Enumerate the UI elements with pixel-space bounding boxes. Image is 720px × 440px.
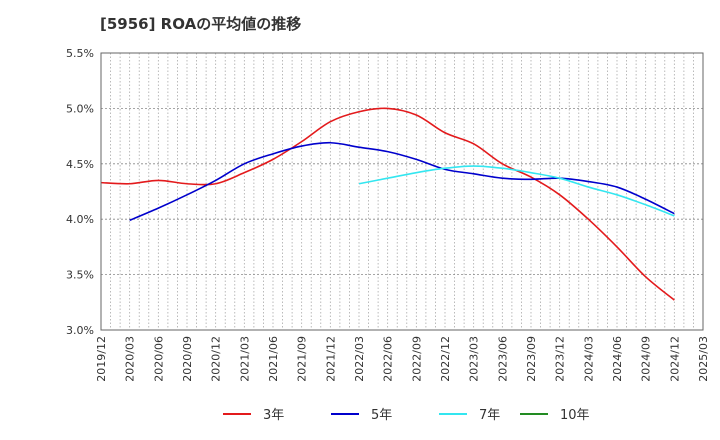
x-axis: 2019/12 2020/03 2020/06 2020/09 2020/12 2021/… <box>95 336 710 382</box>
x-tick-label: 2023/06 <box>496 336 509 382</box>
plot-border <box>100 52 704 331</box>
x-tick-label: 2024/06 <box>611 336 624 382</box>
legend-label-2: 5年 <box>371 408 392 423</box>
x-tick-label: 2019/12 <box>95 336 108 382</box>
x-tick-label: 2020/12 <box>210 336 223 382</box>
x-tick-label: 2022/09 <box>410 336 423 382</box>
legend-label-4: 10年 <box>560 408 590 423</box>
x-tick-label: 2020/09 <box>181 336 194 382</box>
legend: 3年 5年 7年 10年 <box>223 408 590 423</box>
x-tick-label: 2024/03 <box>582 336 595 382</box>
x-tick-label: 2021/09 <box>296 336 309 382</box>
series-layer <box>100 107 675 301</box>
x-tick-label: 2022/12 <box>439 336 452 382</box>
x-tick-label: 2023/09 <box>525 336 538 382</box>
x-tick-label: 2024/12 <box>668 336 681 382</box>
x-tick-label: 2023/03 <box>468 336 481 382</box>
y-tick-label: 3.0% <box>66 324 94 337</box>
series-line-3 <box>358 165 675 217</box>
legend-label-1: 3年 <box>263 408 284 423</box>
x-tick-label: 2024/09 <box>640 336 653 382</box>
series-line-2 <box>129 141 675 222</box>
x-tick-label: 2020/03 <box>124 336 137 382</box>
x-tick-label: 2020/06 <box>152 336 165 382</box>
y-tick-label: 5.0% <box>66 102 94 115</box>
x-tick-label: 2021/03 <box>238 336 251 382</box>
chart-title: [5956] ROAの平均値の推移 <box>100 15 302 33</box>
legend-label-3: 7年 <box>479 408 500 423</box>
x-tick-label: 2022/06 <box>382 336 395 382</box>
x-tick-label: 2025/03 <box>697 336 710 382</box>
y-axis: 3.0% 3.5% 4.0% 4.5% 5.0% 5.5% <box>66 47 94 337</box>
grid <box>100 52 704 331</box>
y-tick-label: 3.5% <box>66 269 94 282</box>
y-tick-label: 4.0% <box>66 213 94 226</box>
y-tick-label: 4.5% <box>66 158 94 171</box>
y-tick-label: 5.5% <box>66 47 94 60</box>
x-tick-label: 2022/03 <box>353 336 366 382</box>
x-tick-label: 2023/12 <box>554 336 567 382</box>
x-tick-label: 2021/06 <box>267 336 280 382</box>
series-line-1 <box>100 107 675 301</box>
x-tick-label: 2021/12 <box>324 336 337 382</box>
